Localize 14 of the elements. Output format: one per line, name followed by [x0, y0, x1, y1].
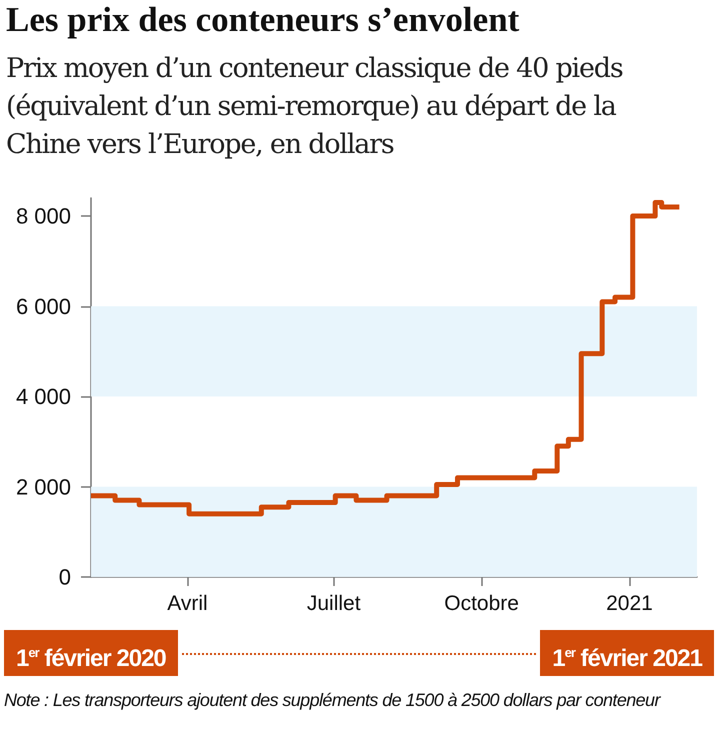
- x-tick-label: Avril: [167, 592, 208, 615]
- y-tick-label: 8 000: [16, 204, 71, 229]
- text: 1$^{er}$ février 2020: [4, 630, 178, 676]
- text: 1$^{er}$ février 2021: [540, 630, 714, 676]
- chart-subtitle: Prix moyen d’un conteneur classique de 40 pieds (équivalent d’un semi-remorque) au départ de la Chine vers l’Europe, en dollars: [6, 52, 624, 162]
- x-tick-label: Octobre: [444, 592, 519, 615]
- y-tick-label: 2 000: [16, 474, 71, 500]
- y-tick-label: 6 000: [16, 294, 71, 319]
- y-tick-label: 4 000: [16, 384, 71, 410]
- text: Note : Les transporteurs ajoutent des suppléments de 1500 à 2500 dollars par conteneur: [4, 689, 662, 712]
- x-tick-label: Juillet: [306, 592, 361, 615]
- x-tick-label: 2021: [606, 592, 653, 615]
- chart-title: Les prix des conteneurs s’envolent: [6, 0, 520, 40]
- y-tick-label: 0: [58, 564, 71, 590]
